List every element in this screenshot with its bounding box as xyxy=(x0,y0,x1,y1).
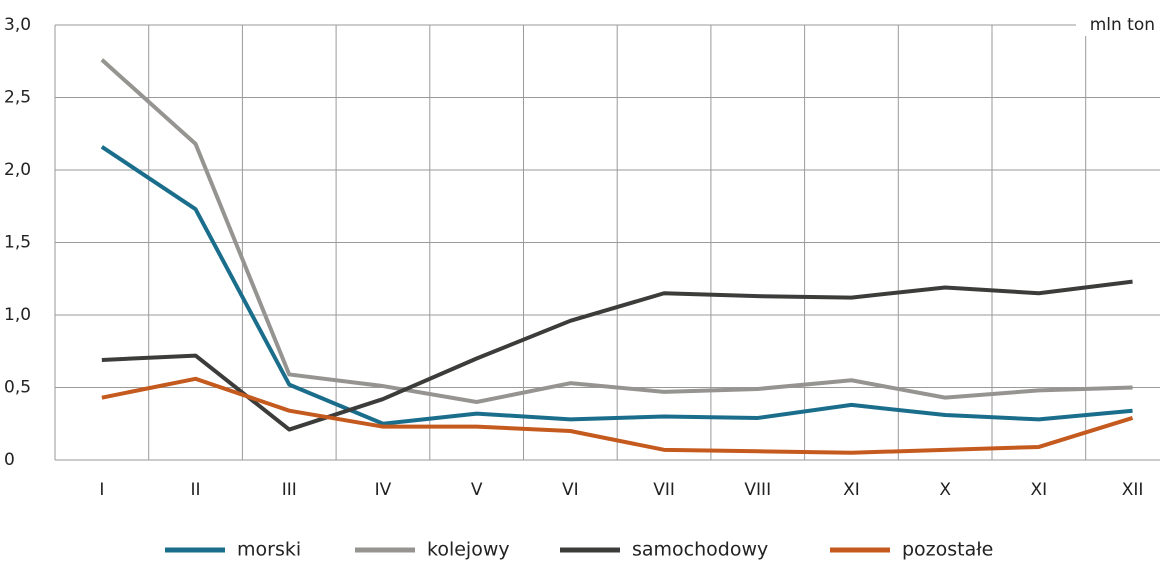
y-tick-label: 1,5 xyxy=(4,233,31,253)
series-line xyxy=(100,145,1133,426)
y-label: mln ton xyxy=(1090,15,1155,35)
x-tick-label: I xyxy=(99,480,104,500)
series-line xyxy=(100,58,1133,404)
series-line xyxy=(101,279,1133,432)
series-line xyxy=(101,376,1134,455)
x-tick-label: V xyxy=(471,480,483,500)
y-tick-label: 2,5 xyxy=(4,88,31,108)
x-tick-label: VII xyxy=(653,480,675,500)
x-tick-label: III xyxy=(282,480,297,500)
y-tick-label: 0 xyxy=(4,450,15,470)
x-tick-label: XI xyxy=(1031,480,1048,500)
y-tick-label: 2,0 xyxy=(4,160,31,180)
x-tick-label: XI xyxy=(843,480,860,500)
x-tick-label: VI xyxy=(562,480,579,500)
x-tick-label: X xyxy=(939,480,951,500)
legend-label: kolejowy xyxy=(427,539,510,561)
legend-label: samochodowy xyxy=(632,539,768,561)
y-tick-label: 3,0 xyxy=(4,15,31,35)
x-tick-label: VIII xyxy=(744,480,771,500)
x-tick-label: II xyxy=(191,480,201,500)
x-tick-label: XII xyxy=(1122,480,1144,500)
legend-label: pozostałe xyxy=(902,539,993,561)
y-tick-label: 1,0 xyxy=(4,305,31,325)
x-tick-label: IV xyxy=(375,480,392,500)
legend-label: morski xyxy=(237,539,301,561)
y-tick-label: 0,5 xyxy=(4,378,31,398)
y-label-bg xyxy=(1076,14,1160,36)
